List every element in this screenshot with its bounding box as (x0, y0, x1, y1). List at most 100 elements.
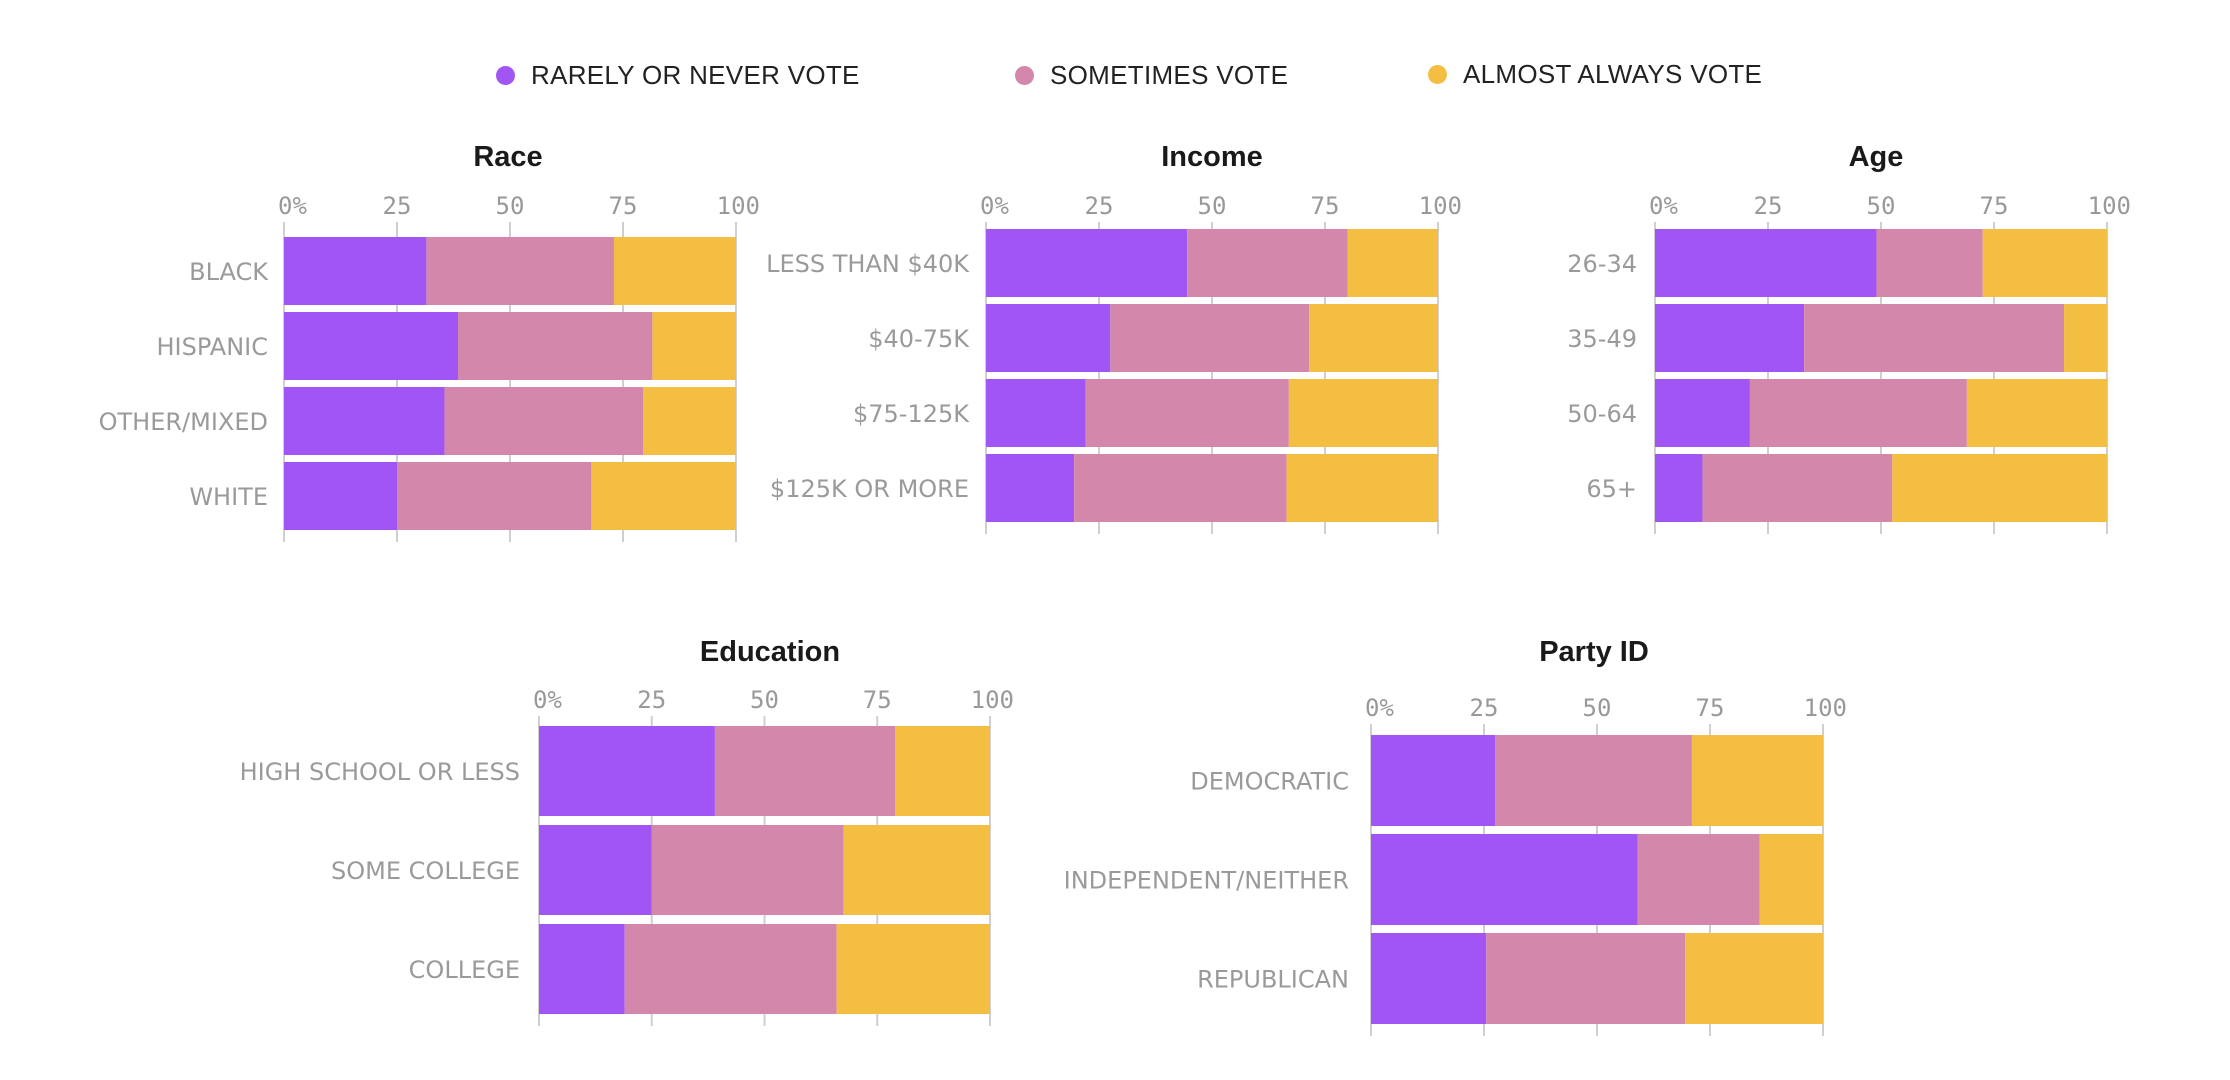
bar-segment-almost-always (1966, 379, 2107, 447)
tick-label: 75 (1696, 694, 1725, 722)
tick-label: 100 (1419, 192, 1462, 220)
bar-segment-rarely (1655, 229, 1877, 297)
bar-segment-rarely (1371, 834, 1638, 925)
bar-segment-sometimes (651, 825, 844, 915)
bar-segment-almost-always (643, 387, 736, 455)
category-label: 26-34 (1567, 250, 1637, 278)
bar-segment-sometimes (1074, 454, 1287, 522)
bar-segment-sometimes (458, 312, 653, 380)
tick-label: 100 (1804, 694, 1847, 722)
category-label: $125K OR MORE (770, 475, 969, 503)
tick-label: 75 (863, 686, 892, 714)
bar-segment-rarely (284, 312, 459, 380)
tick-label: 50 (1867, 192, 1896, 220)
tick-label: 0% (980, 192, 1009, 220)
category-label: COLLEGE (409, 956, 520, 984)
bar-segment-sometimes (1110, 304, 1310, 372)
tick-label: 100 (2088, 192, 2131, 220)
bar-segment-sometimes (444, 387, 644, 455)
bar-segment-sometimes (397, 462, 592, 530)
legend-label-sometimes: SOMETIMES VOTE (1050, 60, 1289, 90)
bar-segment-almost-always (613, 237, 736, 305)
tick-label: 25 (637, 686, 666, 714)
tick-label: 0% (278, 192, 307, 220)
panel-title: Party ID (1539, 636, 1649, 668)
bar-segment-almost-always (2064, 304, 2107, 372)
bar-segment-sometimes (714, 726, 896, 816)
tick-label: 75 (1311, 192, 1340, 220)
category-label: SOME COLLEGE (331, 857, 520, 885)
category-label: $75-125K (853, 400, 970, 428)
legend-item-almost-always: ALMOST ALWAYS VOTE (1428, 59, 1762, 90)
category-label: HIGH SCHOOL OR LESS (240, 758, 520, 786)
tick-label: 25 (1085, 192, 1114, 220)
legend-item-sometimes: SOMETIMES VOTE (1015, 60, 1288, 91)
bar-segment-rarely (1655, 379, 1750, 447)
bar-segment-rarely (1371, 933, 1487, 1024)
category-label: 50-64 (1567, 400, 1637, 428)
bar-segment-sometimes (1702, 454, 1893, 522)
tick-label: 75 (1980, 192, 2009, 220)
tick-label: 100 (971, 686, 1014, 714)
panel-title: Education (700, 636, 840, 668)
bar-segment-sometimes (1495, 735, 1692, 826)
tick-label: 0% (1649, 192, 1678, 220)
bar-segment-almost-always (1691, 735, 1823, 826)
bar-segment-almost-always (1288, 379, 1438, 447)
bar-segment-sometimes (1637, 834, 1760, 925)
tick-label: 50 (1583, 694, 1612, 722)
bar-segment-almost-always (1982, 229, 2107, 297)
category-label: $40-75K (868, 325, 970, 353)
tick-label: 50 (750, 686, 779, 714)
legend-item-rarely: RARELY OR NEVER VOTE (496, 60, 860, 91)
bar-segment-rarely (284, 387, 445, 455)
bar-segment-rarely (986, 454, 1075, 522)
tick-label: 100 (717, 192, 760, 220)
bar-segment-almost-always (1347, 229, 1438, 297)
bar-segment-almost-always (1685, 933, 1823, 1024)
category-label: WHITE (189, 483, 268, 511)
tick-label: 25 (383, 192, 412, 220)
category-label: HISPANIC (156, 333, 268, 361)
bar-segment-rarely (539, 726, 715, 816)
bar-segment-sometimes (1749, 379, 1967, 447)
category-label: REPUBLICAN (1197, 966, 1349, 994)
bar-segment-rarely (284, 462, 397, 530)
bar-segment-almost-always (652, 312, 736, 380)
bar-segment-almost-always (1892, 454, 2107, 522)
bar-segment-rarely (284, 237, 427, 305)
category-label: INDEPENDENT/NEITHER (1064, 867, 1349, 895)
tick-label: 25 (1470, 694, 1499, 722)
bar-segment-rarely (539, 924, 625, 1014)
bar-segment-almost-always (843, 825, 990, 915)
legend-label-rarely: RARELY OR NEVER VOTE (531, 60, 860, 90)
legend-dot-almost-always (1428, 65, 1447, 84)
bar-segment-sometimes (1876, 229, 1983, 297)
bar-segment-rarely (1371, 735, 1496, 826)
legend-label-almost-always: ALMOST ALWAYS VOTE (1463, 59, 1763, 89)
panel-race: Race BLACK HISPANIC OTHER/MIXED WHITE 0% 25 50 7… (99, 141, 760, 542)
tick-label: 50 (1198, 192, 1227, 220)
tick-label: 0% (533, 686, 562, 714)
bar-segment-rarely (986, 304, 1111, 372)
panel-age: Age 26-34 35-49 50-64 65+ 0% 25 50 75 100 (1567, 141, 2131, 534)
tick-label: 0% (1365, 694, 1394, 722)
panel-party-id: Party ID DEMOCRATIC INDEPENDENT/NEITHER REP… (1064, 636, 1847, 1036)
legend-dot-rarely (496, 66, 515, 85)
legend-dot-sometimes (1015, 66, 1034, 85)
category-label: OTHER/MIXED (99, 408, 268, 436)
bar-segment-rarely (539, 825, 652, 915)
bar-segment-sometimes (624, 924, 837, 1014)
bar-segment-sometimes (426, 237, 614, 305)
bar-segment-almost-always (895, 726, 990, 816)
category-label: 35-49 (1567, 325, 1637, 353)
bar-segment-almost-always (1286, 454, 1438, 522)
category-label: BLACK (189, 258, 269, 286)
panel-education: Education HIGH SCHOOL OR LESS SOME COLLEGE… (240, 636, 1014, 1026)
bar-segment-rarely (1655, 454, 1703, 522)
bar-segment-almost-always (1759, 834, 1823, 925)
tick-label: 50 (496, 192, 525, 220)
bar-segment-almost-always (836, 924, 990, 1014)
category-label: LESS THAN $40K (766, 250, 970, 278)
